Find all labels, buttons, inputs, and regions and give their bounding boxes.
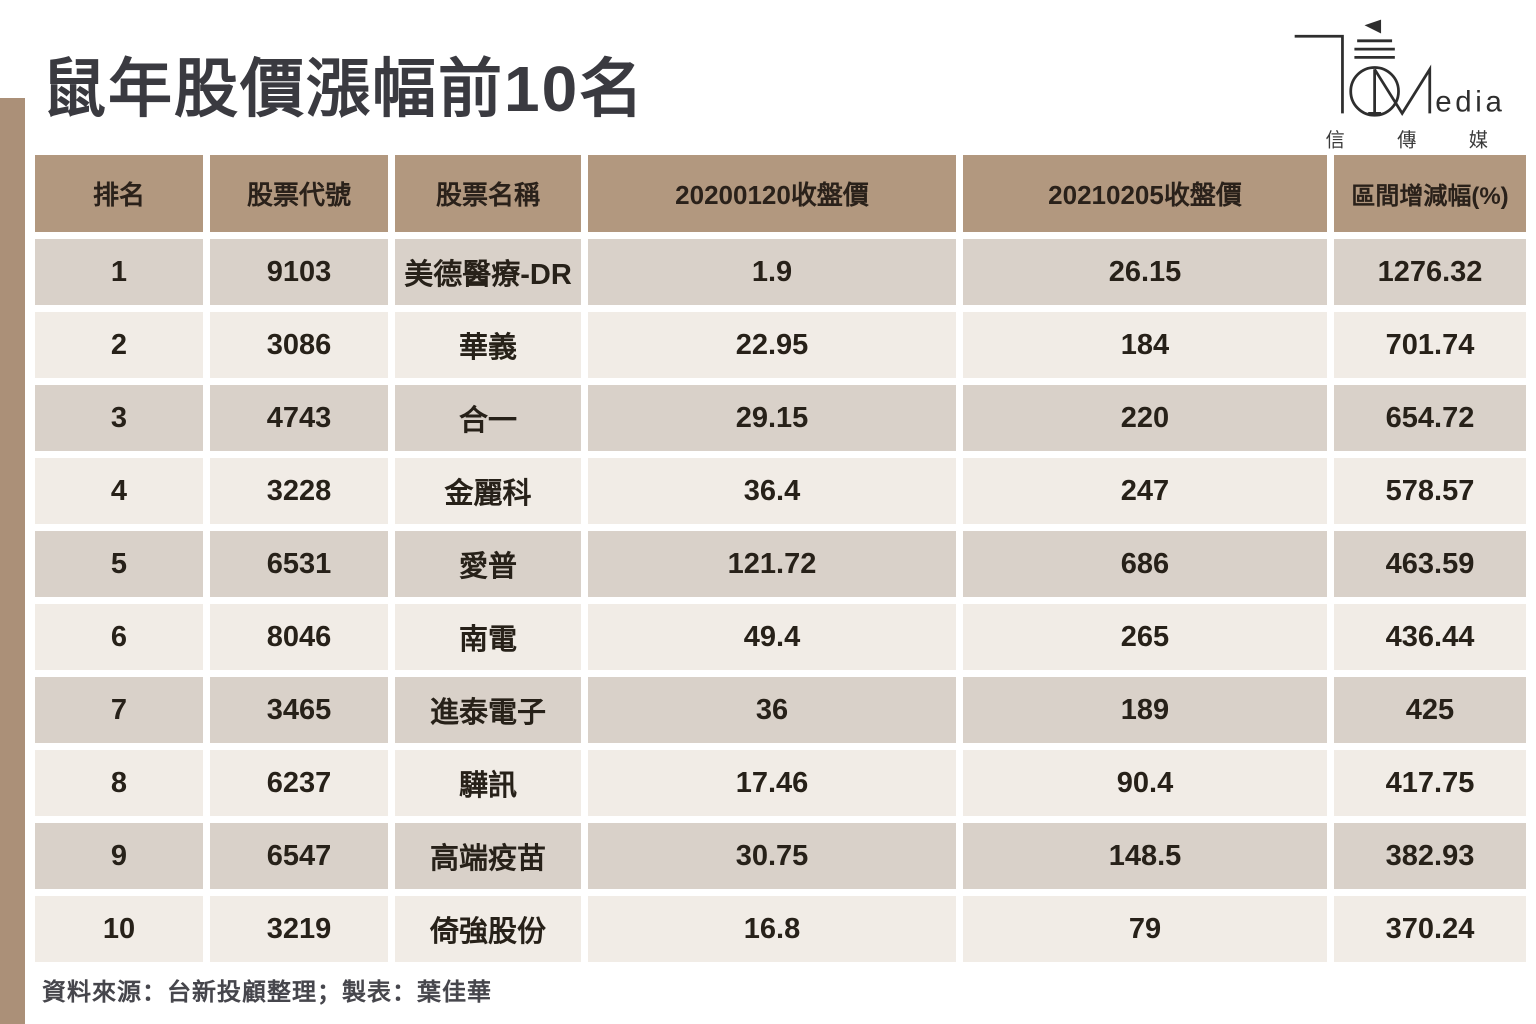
stocks-table: 排名 股票代號 股票名稱 20200120收盤價 20210205收盤價 區間增… — [28, 148, 1533, 969]
cell-close-end: 26.15 — [963, 239, 1327, 305]
svg-text:媒: 媒 — [1469, 129, 1488, 151]
logo-cjk-text: 信 傳 媒 — [1325, 129, 1488, 151]
cell-stock-name: 驊訊 — [395, 750, 581, 816]
cell-ticker: 6547 — [210, 823, 388, 889]
cell-change-pct: 382.93 — [1334, 823, 1526, 889]
cell-change-pct: 463.59 — [1334, 531, 1526, 597]
table-row: 4 3228 金麗科 36.4 247 578.57 — [35, 458, 1526, 524]
cell-change-pct: 370.24 — [1334, 896, 1526, 962]
cell-close-start: 36 — [588, 677, 956, 743]
logo-xin-strokes — [1294, 34, 1395, 114]
col-header-change-pct: 區間增減幅(%) — [1334, 155, 1526, 232]
cell-close-end: 686 — [963, 531, 1327, 597]
cell-ticker: 8046 — [210, 604, 388, 670]
table-row: 9 6547 高端疫苗 30.75 148.5 382.93 — [35, 823, 1526, 889]
cell-ticker: 6531 — [210, 531, 388, 597]
cell-close-start: 17.46 — [588, 750, 956, 816]
page-title: 鼠年股價漲幅前10名 — [42, 53, 646, 125]
cell-rank: 8 — [35, 750, 203, 816]
col-header-rank: 排名 — [35, 155, 203, 232]
cell-change-pct: 436.44 — [1334, 604, 1526, 670]
cell-ticker: 3086 — [210, 312, 388, 378]
cell-change-pct: 701.74 — [1334, 312, 1526, 378]
cell-close-end: 79 — [963, 896, 1327, 962]
cell-close-end: 247 — [963, 458, 1327, 524]
logo-c-circle — [1349, 66, 1400, 117]
cell-stock-name: 南電 — [395, 604, 581, 670]
table-row: 1 9103 美德醫療-DR 1.9 26.15 1276.32 — [35, 239, 1526, 305]
cell-change-pct: 1276.32 — [1334, 239, 1526, 305]
cell-rank: 5 — [35, 531, 203, 597]
cell-ticker: 3219 — [210, 896, 388, 962]
col-header-close-20200120: 20200120收盤價 — [588, 155, 956, 232]
cell-change-pct: 578.57 — [1334, 458, 1526, 524]
cell-close-start: 16.8 — [588, 896, 956, 962]
cell-stock-name: 金麗科 — [395, 458, 581, 524]
source-note: 資料來源：台新投顧整理；製表：葉佳華 — [42, 979, 492, 1006]
cell-stock-name: 美德醫療-DR — [395, 239, 581, 305]
cell-rank: 3 — [35, 385, 203, 451]
table-row: 7 3465 進泰電子 36 189 425 — [35, 677, 1526, 743]
cell-close-end: 189 — [963, 677, 1327, 743]
svg-text:傳: 傳 — [1397, 129, 1416, 151]
table-row: 2 3086 華義 22.95 184 701.74 — [35, 312, 1526, 378]
cell-ticker: 6237 — [210, 750, 388, 816]
table-row: 6 8046 南電 49.4 265 436.44 — [35, 604, 1526, 670]
cell-close-end: 220 — [963, 385, 1327, 451]
cell-close-start: 121.72 — [588, 531, 956, 597]
cell-close-end: 184 — [963, 312, 1327, 378]
col-header-ticker: 股票代號 — [210, 155, 388, 232]
table-row: 10 3219 倚強股份 16.8 79 370.24 — [35, 896, 1526, 962]
cell-close-end: 148.5 — [963, 823, 1327, 889]
cell-ticker: 3228 — [210, 458, 388, 524]
cell-close-end: 90.4 — [963, 750, 1327, 816]
left-accent-bar — [0, 98, 25, 1024]
col-header-name: 股票名稱 — [395, 155, 581, 232]
svg-text:信: 信 — [1325, 129, 1344, 151]
cell-close-start: 36.4 — [588, 458, 956, 524]
cell-close-end: 265 — [963, 604, 1327, 670]
cell-rank: 9 — [35, 823, 203, 889]
cell-close-start: 1.9 — [588, 239, 956, 305]
cell-stock-name: 進泰電子 — [395, 677, 581, 743]
table-row: 3 4743 合一 29.15 220 654.72 — [35, 385, 1526, 451]
cell-change-pct: 417.75 — [1334, 750, 1526, 816]
logo-flag-icon — [1364, 19, 1382, 34]
table-row: 5 6531 愛普 121.72 686 463.59 — [35, 531, 1526, 597]
header-row: 排名 股票代號 股票名稱 20200120收盤價 20210205收盤價 區間增… — [35, 155, 1526, 232]
cell-rank: 7 — [35, 677, 203, 743]
cell-rank: 2 — [35, 312, 203, 378]
cell-close-start: 49.4 — [588, 604, 956, 670]
cell-close-start: 29.15 — [588, 385, 956, 451]
table-body: 1 9103 美德醫療-DR 1.9 26.15 1276.32 2 3086 … — [35, 239, 1526, 962]
cell-close-start: 30.75 — [588, 823, 956, 889]
logo-media-text: edia — [1435, 86, 1502, 119]
cell-stock-name: 高端疫苗 — [395, 823, 581, 889]
cmmedia-logo: edia 信 傳 媒 — [1284, 16, 1502, 152]
cell-rank: 4 — [35, 458, 203, 524]
cell-change-pct: 425 — [1334, 677, 1526, 743]
logo-m-strokes — [1368, 64, 1432, 117]
table-row: 8 6237 驊訊 17.46 90.4 417.75 — [35, 750, 1526, 816]
cell-stock-name: 合一 — [395, 385, 581, 451]
table-header: 排名 股票代號 股票名稱 20200120收盤價 20210205收盤價 區間增… — [35, 155, 1526, 232]
cell-ticker: 4743 — [210, 385, 388, 451]
cell-ticker: 9103 — [210, 239, 388, 305]
cell-stock-name: 愛普 — [395, 531, 581, 597]
cell-stock-name: 華義 — [395, 312, 581, 378]
cell-stock-name: 倚強股份 — [395, 896, 581, 962]
cell-close-start: 22.95 — [588, 312, 956, 378]
cell-ticker: 3465 — [210, 677, 388, 743]
cell-rank: 10 — [35, 896, 203, 962]
cell-change-pct: 654.72 — [1334, 385, 1526, 451]
col-header-close-20210205: 20210205收盤價 — [963, 155, 1327, 232]
cell-rank: 6 — [35, 604, 203, 670]
cell-rank: 1 — [35, 239, 203, 305]
